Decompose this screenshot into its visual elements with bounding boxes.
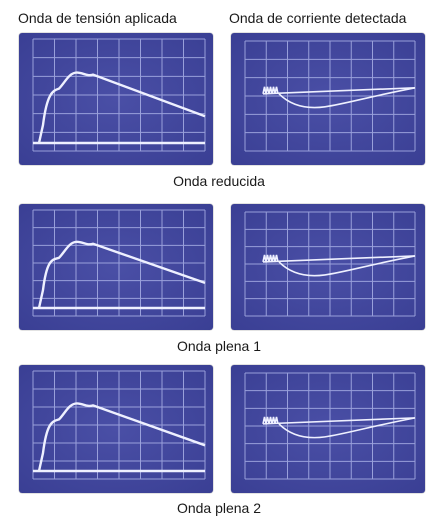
screen-background xyxy=(231,33,425,165)
voltage-trace xyxy=(37,71,206,144)
caption-row-1: Onda reducida xyxy=(173,173,265,189)
graticule xyxy=(32,370,206,480)
voltage-trace xyxy=(37,402,206,472)
current-oscillogram-1 xyxy=(231,33,425,165)
current-trace xyxy=(278,87,416,109)
current-oscillogram-2 xyxy=(231,204,425,330)
voltage-oscillogram-2 xyxy=(19,204,213,330)
current-ringing xyxy=(262,254,279,263)
voltage-oscillogram-1 xyxy=(19,33,213,165)
current-trace xyxy=(278,417,416,439)
header-detected-current: Onda de corriente detectada xyxy=(229,10,407,26)
current-ringing xyxy=(262,86,279,94)
graticule xyxy=(244,40,416,152)
header-applied-voltage: Onda de tensión aplicada xyxy=(18,10,177,26)
graticule xyxy=(32,209,206,317)
current-reference-line xyxy=(262,255,416,263)
current-reference-line xyxy=(262,417,416,425)
current-ringing xyxy=(262,416,279,425)
caption-row-3: Onda plena 2 xyxy=(176,500,262,516)
graticule xyxy=(32,38,206,152)
current-trace xyxy=(278,255,416,277)
graticule xyxy=(244,211,416,317)
screen-background xyxy=(231,365,425,493)
voltage-trace xyxy=(37,240,206,309)
current-oscillogram-3 xyxy=(231,365,425,493)
graticule xyxy=(244,372,416,480)
caption-row-2: Onda plena 1 xyxy=(176,338,262,354)
current-reference-line xyxy=(262,87,416,95)
voltage-oscillogram-3 xyxy=(19,365,213,493)
screen-background xyxy=(231,204,425,330)
